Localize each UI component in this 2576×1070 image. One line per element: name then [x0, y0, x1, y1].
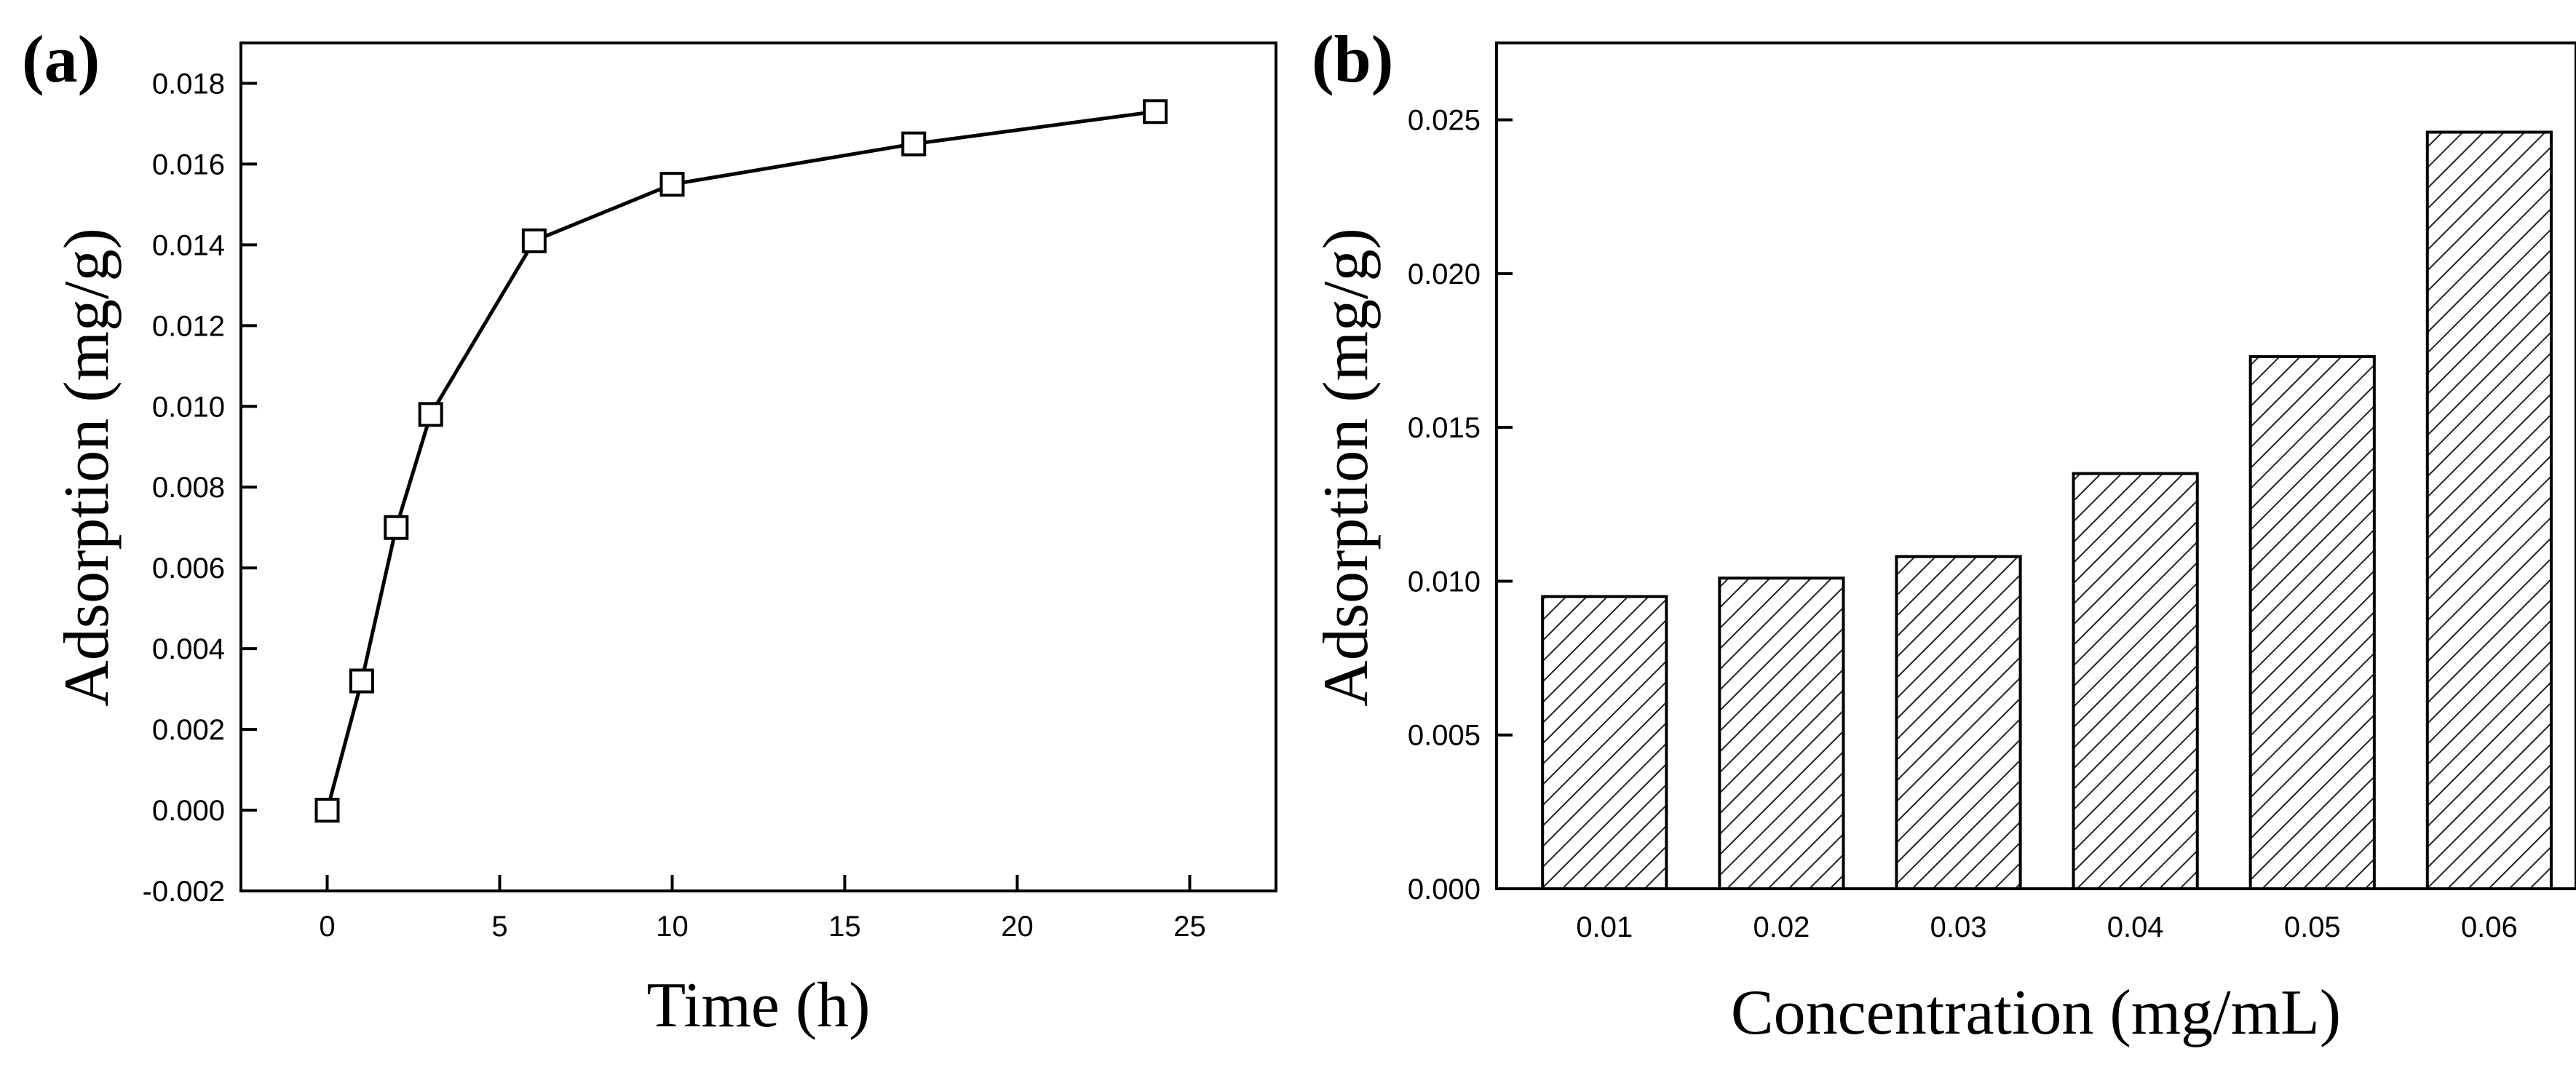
panel-a-y-axis-title: Adsorption (mg/g) [52, 228, 122, 707]
panel-b-bar [1718, 576, 1845, 890]
panel-a-y-tick-label: 0.004 [152, 633, 225, 665]
panel-a-x-tick-label: 15 [828, 911, 861, 943]
panel-a-y-tick-label: 0.010 [152, 391, 225, 423]
panel-b-bar [2425, 130, 2553, 890]
panel-a-label: (a) [22, 22, 100, 96]
panel-b-y-tick-label: 0.025 [1408, 105, 1481, 137]
panel-a-data-point [384, 515, 409, 540]
panel-a-y-tick-label: 0.000 [152, 795, 225, 827]
panel-b-bar [2248, 354, 2376, 891]
panel-a-x-tick-label: 20 [1001, 911, 1034, 943]
panel-a-y-tick-label: 0.016 [152, 148, 225, 181]
panel-b-x-axis-title: Concentration (mg/mL) [1731, 978, 2341, 1048]
panel-a-data-point [1143, 99, 1168, 124]
panel-b-x-tick-label: 0.03 [1930, 911, 1987, 943]
panel-a-y-tick-label: 0.014 [152, 229, 225, 261]
panel-b-x-tick-label: 0.01 [1576, 911, 1633, 943]
panel-a-data-point [659, 172, 685, 197]
panel-a-axes: -0.002 0.000 0.002 0.004 0.006 0.008 0.010 0.01… [143, 68, 1206, 943]
panel-a-y-tick-label: 0.012 [152, 310, 225, 342]
panel-b-y-axis-title: Adsorption (mg/g) [1311, 228, 1382, 707]
panel-a-x-tick-label: 10 [656, 911, 689, 943]
panel-b-y-tick-label: 0.010 [1408, 566, 1481, 598]
panel-a-data-layer [314, 99, 1168, 823]
panel-a-plot-frame [239, 41, 1277, 892]
panel-b-y-tick-label: 0.005 [1408, 720, 1481, 752]
panel-a-data-point [349, 668, 374, 694]
panel-a-series-line [325, 109, 1156, 811]
panel-a-x-axis-title: Time (h) [646, 970, 870, 1041]
panel-a-y-tick-label: 0.008 [152, 472, 225, 504]
panel-b-x-tick-label: 0.06 [2461, 911, 2518, 943]
panel-a-data-point [901, 131, 927, 156]
panel-b-x-tick-label: 0.02 [1753, 911, 1810, 943]
panel-a-y-tick-label: -0.002 [143, 876, 225, 908]
panel-b-y-tick-label: 0.020 [1408, 258, 1481, 290]
panel-b-label: (b) [1312, 22, 1393, 96]
panel-b-bar [1541, 595, 1668, 891]
panel-a-x-tick-label: 0 [319, 911, 335, 943]
panel-a-data-point [418, 402, 443, 427]
panel-a-y-tick-label: 0.006 [152, 552, 225, 584]
panel-a-y-tick-label: 0.002 [152, 714, 225, 746]
panel-a-x-tick-label: 25 [1173, 911, 1206, 943]
panel-b-data-layer [1541, 130, 2553, 891]
panel-b-x-tick-label: 0.05 [2284, 911, 2341, 943]
panel-b-plot-frame [1495, 41, 2576, 890]
panel-b-y-tick-label: 0.015 [1408, 412, 1481, 444]
panel-b-axes: 0.000 0.005 0.010 0.015 0.020 0.025 0.01 0.02 0.… [1408, 105, 2518, 943]
panel-b-y-tick-label: 0.000 [1408, 873, 1481, 905]
panel-a-data-point [314, 798, 340, 823]
panel-b-bar [2072, 472, 2199, 890]
panel-a-y-tick-label: 0.018 [152, 68, 225, 100]
panel-a-x-tick-label: 5 [491, 911, 507, 943]
panel-a: (a) -0.002 0.000 0.002 0.004 0.006 0.008 0.010… [22, 22, 1277, 1041]
panel-b-bar [1895, 555, 2022, 890]
panel-a-data-point [521, 228, 547, 253]
panel-b-x-tick-label: 0.04 [2107, 911, 2164, 943]
